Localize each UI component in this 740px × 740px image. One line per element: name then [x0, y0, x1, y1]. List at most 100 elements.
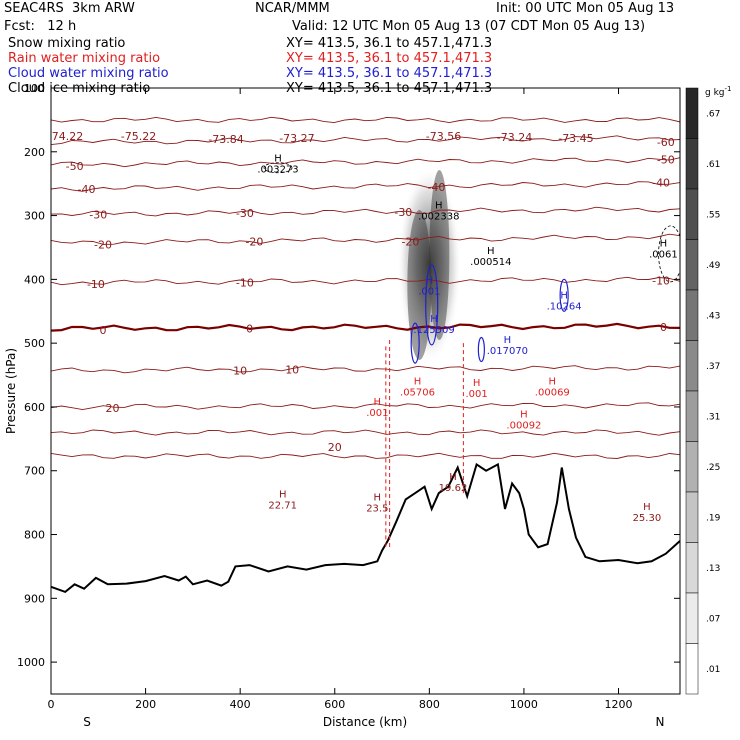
isotherm-label-5: -40: [427, 181, 445, 194]
colorbar-tick-5: .37: [706, 362, 720, 372]
isotherm-label-2: -50: [657, 153, 675, 166]
max-value-16: 19.62: [439, 483, 468, 494]
max-marker-3: H: [660, 239, 668, 250]
max-value-9: .00069: [535, 388, 570, 399]
isotherm-label-14: -10: [652, 275, 670, 288]
max-marker-8: H: [414, 377, 422, 388]
max-marker-7: H: [426, 276, 434, 287]
max-value-6: .017070: [487, 346, 528, 357]
y-tick-label-9: 1000: [17, 656, 45, 669]
x-tick-label-3: 600: [324, 698, 345, 711]
terrain-line: [51, 462, 680, 594]
colorbar-tick-1: .61: [706, 160, 720, 170]
max-marker-16: H: [449, 472, 457, 483]
colorbar-tick-6: .31: [706, 412, 720, 422]
isotherm--30: [51, 206, 680, 217]
isotherm-label-7: -30: [236, 207, 254, 220]
isotherm-label-9: -20: [94, 238, 112, 251]
y-tick-label-1: 200: [24, 146, 45, 159]
x-tick-label-5: 1000: [510, 698, 538, 711]
isotherm-label-12: -10: [87, 278, 105, 291]
isotherm-label-3: -40: [77, 183, 95, 196]
upper-label-3: -73.27: [279, 132, 314, 145]
upper-label-5: -73.24: [497, 131, 532, 144]
max-value-4: .125509: [413, 325, 454, 336]
isotherm-label-1: -50: [66, 160, 84, 173]
max-value-13: 22.71: [268, 500, 297, 511]
colorbar-swatch-0: [685, 87, 699, 139]
max-value-3: .0061: [649, 250, 678, 261]
max-value-2: .000514: [470, 257, 511, 268]
isotherm--60: [51, 135, 680, 146]
field-rain-xy: XY= 413.5, 36.1 to 457.1,471.3: [286, 51, 493, 66]
colorbar-tick-4: .43: [706, 311, 720, 321]
isotherm--10: [51, 276, 680, 286]
colorbar-tick-10: .07: [706, 614, 720, 624]
max-value-10: .00092: [506, 421, 541, 432]
isotherm-0: [51, 322, 680, 332]
max-value-15: 25.30: [633, 513, 662, 524]
snow-core-right: [429, 170, 450, 341]
colorbar-swatch-5: [685, 340, 699, 392]
y-tick-label-5: 600: [24, 401, 45, 414]
y-tick-label-3: 400: [24, 273, 45, 286]
field-snow-name: Snow mixing ratio: [8, 36, 126, 51]
max-marker-4: H: [430, 314, 438, 325]
y-tick-label-7: 800: [24, 529, 45, 542]
colorbar-tick-2: .55: [706, 210, 720, 220]
isotherm-label-6: -30: [89, 208, 107, 221]
x-axis-label: Distance (km): [323, 715, 407, 729]
x-tick-label-2: 400: [230, 698, 251, 711]
colorbar-swatch-6: [685, 390, 699, 442]
isotherm-label-4: -40: [652, 176, 670, 189]
isotherm-label-11: -20: [401, 236, 419, 249]
isotherm--20: [51, 233, 680, 245]
field-snow-xy: XY= 413.5, 36.1 to 457.1,471.3: [286, 36, 493, 51]
plot-frame: [50, 87, 681, 695]
isotherm-label-10: -20: [245, 236, 263, 249]
valid-time: Valid: 12 UTC Mon 05 Aug 13 (07 CDT Mon …: [292, 19, 646, 34]
colorbar-tick-3: .49: [706, 261, 721, 271]
x-tick-label-4: 800: [419, 698, 440, 711]
max-marker-14: H: [374, 493, 382, 504]
max-marker-12: H: [374, 397, 382, 408]
max-value-5: .10264: [547, 301, 582, 312]
max-marker-11: H: [473, 378, 481, 389]
x-tick-label-1: 200: [135, 698, 156, 711]
upper-label-4: -73.56: [426, 130, 461, 143]
upper-label-6: -73.45: [558, 132, 593, 145]
isotherm--40: [51, 181, 680, 192]
cloud-water-contour-2: [477, 336, 485, 363]
max-marker-13: H: [279, 489, 287, 500]
isotherm-label-0: -60: [657, 136, 675, 149]
forecast-hour: Fcst: 12 h: [4, 19, 77, 34]
y-tick-label-4: 500: [24, 337, 45, 350]
isotherm-30: [51, 429, 680, 436]
field-rain-name: Rain water mixing ratio: [8, 51, 161, 66]
x-end-label-south: S: [83, 715, 91, 729]
x-tick-label-0: 0: [48, 698, 55, 711]
center-name: NCAR/MMM: [255, 1, 330, 16]
max-marker-15: H: [643, 502, 651, 513]
max-value-1: .002338: [418, 211, 459, 222]
max-marker-0: H: [274, 153, 282, 164]
snow-mixing-shading: [397, 166, 462, 365]
field-cloudwater-name: Cloud water mixing ratio: [8, 66, 169, 81]
cloud-water-contour-1: [559, 278, 569, 312]
colorbar-tick-8: .19: [706, 513, 721, 523]
y-tick-label-2: 300: [24, 210, 45, 223]
init-time: Init: 00 UTC Mon 05 Aug 13: [496, 1, 675, 16]
max-marker-10: H: [520, 410, 528, 421]
cloud-water-contour-0: [425, 264, 439, 346]
max-value-12: .001: [366, 408, 388, 419]
colorbar-tick-7: .25: [706, 463, 720, 473]
isotherm-40: [51, 452, 680, 459]
x-tick-label-6: 1200: [605, 698, 633, 711]
max-value-14: 23.5: [366, 504, 388, 515]
isotherm-label-15: 0: [100, 324, 107, 337]
colorbar-unit: g kg-1: [705, 85, 731, 98]
colorbar-swatch-1: [685, 138, 699, 190]
colorbar-swatch-8: [685, 491, 699, 543]
cloud-ice-contour-1: [658, 225, 680, 283]
cloud-water-contour-3: [410, 322, 420, 364]
